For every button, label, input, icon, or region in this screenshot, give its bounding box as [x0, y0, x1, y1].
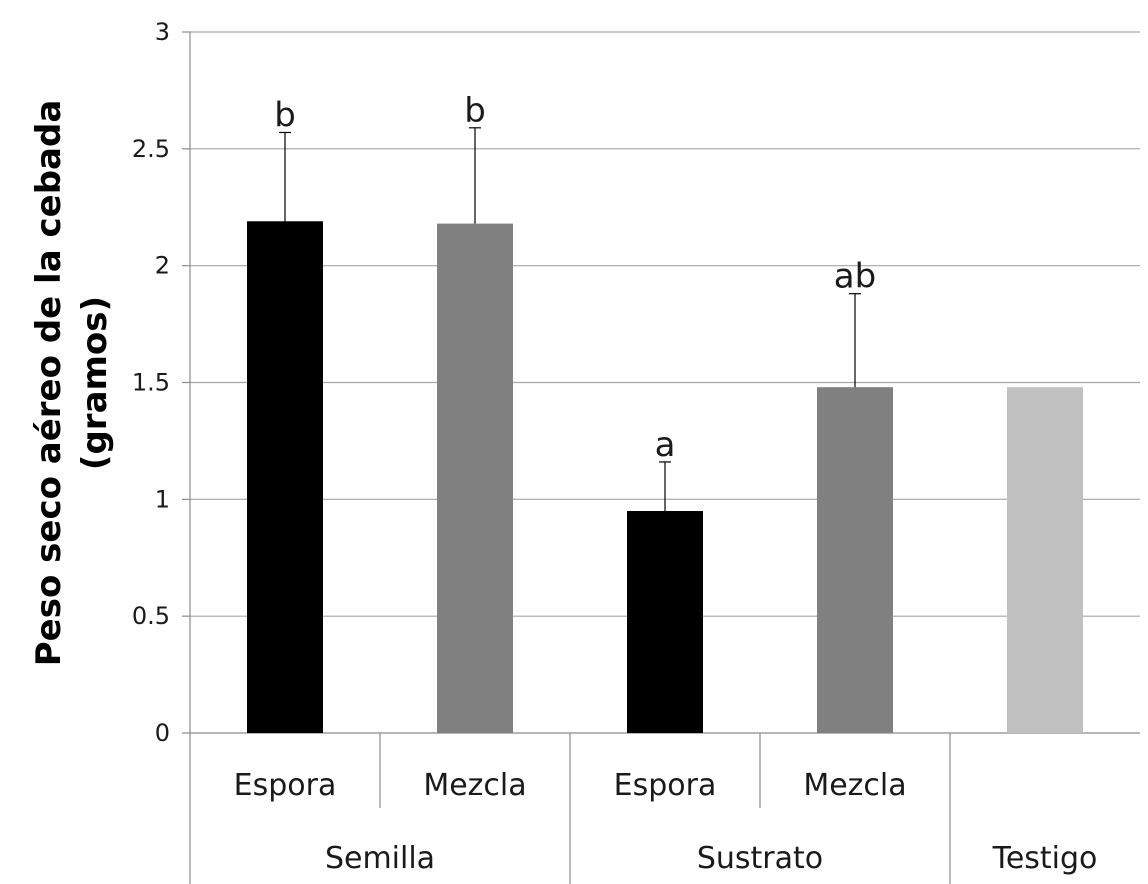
y-tick-label: 0	[155, 719, 170, 747]
y-tick-label: 3	[155, 18, 170, 46]
y-axis-title: Peso seco aéreo de la cebada (gramos)	[29, 100, 115, 667]
y-tick-label: 1.5	[132, 369, 170, 397]
bar	[817, 387, 893, 733]
significance-letters: b b a ab	[274, 91, 876, 465]
y-tick-label: 2.5	[132, 135, 170, 163]
significance-letter: b	[274, 95, 296, 135]
y-axis-title-line-1: Peso seco aéreo de la cebada	[29, 100, 69, 667]
y-tick-label: 1	[155, 485, 170, 513]
group-label: Testigo	[992, 841, 1098, 876]
significance-letter: ab	[834, 257, 876, 297]
significance-letter: a	[655, 425, 676, 465]
category-label: Mezcla	[803, 768, 906, 803]
y-tick-labels: 0 0.5 1 1.5 2 2.5 3	[132, 18, 190, 747]
bar	[247, 221, 323, 733]
group-label: Semilla	[325, 841, 435, 876]
group-label: Sustrato	[697, 841, 823, 876]
bars	[247, 221, 1083, 733]
y-tick-label: 2	[155, 252, 170, 280]
category-label: Espora	[234, 768, 337, 803]
significance-letter: b	[464, 91, 486, 131]
bar	[627, 511, 703, 733]
category-label: Mezcla	[423, 768, 526, 803]
bar	[437, 223, 513, 733]
y-tick-label: 0.5	[132, 602, 170, 630]
category-label: Espora	[614, 768, 717, 803]
y-axis-title-line-2: (gramos)	[75, 296, 115, 470]
x-axis: Espora Mezcla Espora Mezcla Semilla Sustrato T…	[189, 32, 1098, 884]
bar	[1007, 387, 1083, 733]
error-bars	[279, 127, 861, 512]
